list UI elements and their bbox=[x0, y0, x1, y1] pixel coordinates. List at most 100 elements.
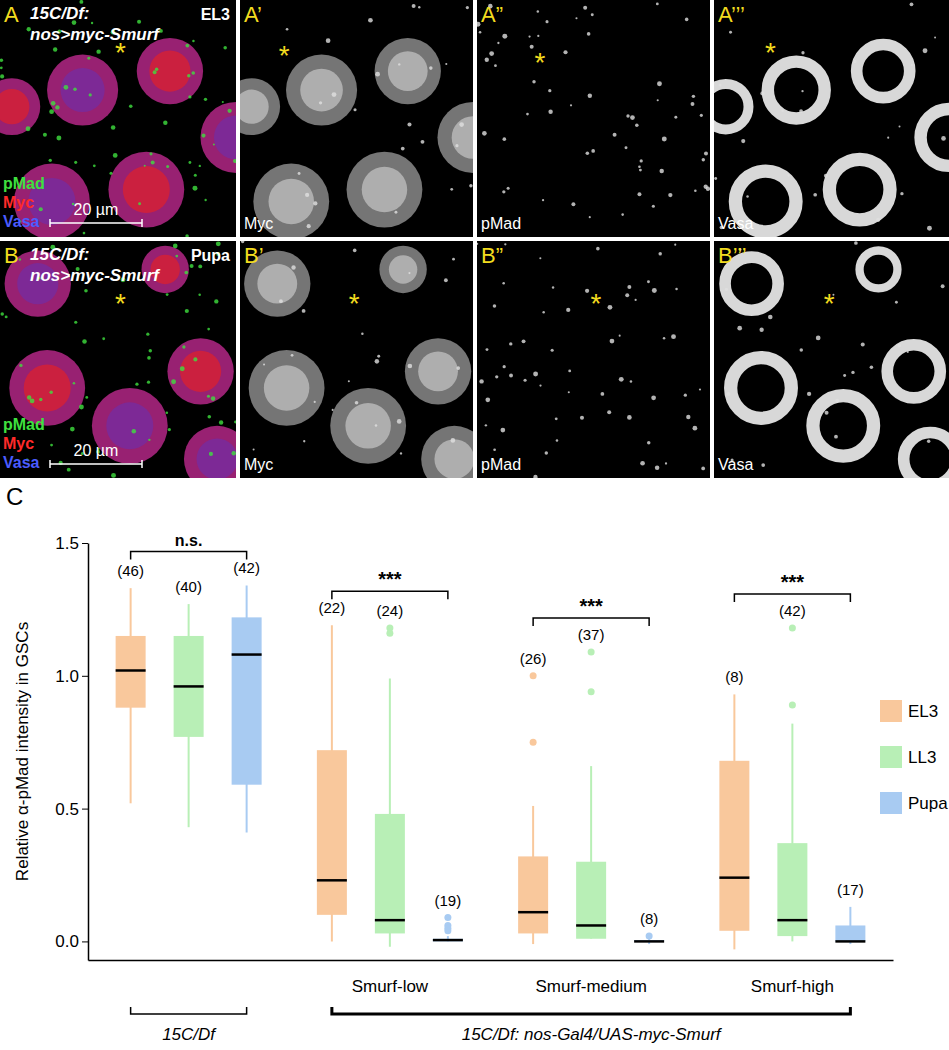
speckle bbox=[313, 201, 317, 205]
speckle bbox=[180, 366, 185, 371]
speckle bbox=[0, 312, 3, 315]
speckle bbox=[30, 399, 35, 404]
speckle bbox=[482, 131, 487, 136]
legend: EL3LL3Pupa bbox=[880, 700, 948, 814]
speckle bbox=[184, 271, 188, 275]
speckle bbox=[545, 20, 548, 23]
x-tick-label: Smurf-high bbox=[751, 977, 834, 996]
speckle bbox=[685, 18, 689, 22]
speckle bbox=[635, 299, 637, 301]
box bbox=[375, 814, 405, 934]
speckle bbox=[138, 202, 141, 205]
speckle bbox=[227, 109, 231, 113]
speckle bbox=[159, 29, 163, 33]
speckle bbox=[493, 448, 496, 451]
genotype: nos>myc-Smurf bbox=[30, 266, 161, 285]
micrograph-panel: *B”pMad bbox=[476, 241, 710, 479]
speckle bbox=[147, 381, 150, 384]
significance-bracket bbox=[533, 618, 649, 626]
median bbox=[433, 939, 463, 942]
speckle bbox=[607, 410, 611, 414]
annotations: (46)(22)(26)(8)(40)(24)(37)(42)(42)(19)(… bbox=[117, 532, 863, 1044]
series-boxes bbox=[116, 588, 750, 949]
speckle bbox=[539, 257, 541, 259]
cell bbox=[405, 338, 471, 404]
speckle bbox=[659, 169, 663, 173]
speckle bbox=[635, 124, 639, 128]
speckle bbox=[412, 4, 416, 8]
speckle bbox=[665, 462, 667, 464]
speckle bbox=[149, 349, 152, 352]
speckle bbox=[211, 396, 216, 401]
speckle bbox=[675, 288, 678, 291]
outlier bbox=[444, 927, 451, 934]
speckle bbox=[209, 452, 213, 456]
speckle bbox=[825, 411, 829, 415]
speckle bbox=[429, 66, 433, 70]
speckle bbox=[625, 146, 628, 149]
speckle bbox=[899, 126, 901, 128]
speckle bbox=[87, 57, 90, 60]
speckle bbox=[539, 384, 541, 386]
scale-bar bbox=[50, 219, 142, 227]
speckle bbox=[545, 451, 548, 454]
speckle bbox=[64, 85, 69, 90]
box bbox=[174, 636, 204, 737]
speckle bbox=[39, 207, 43, 211]
cell-nucleus bbox=[300, 69, 343, 112]
speckle bbox=[843, 374, 846, 377]
speckle bbox=[596, 247, 600, 251]
speckle bbox=[168, 428, 171, 431]
speckle bbox=[719, 84, 722, 87]
speckle bbox=[591, 13, 594, 16]
speckle bbox=[109, 172, 112, 175]
x-tick-label: Smurf-medium bbox=[535, 977, 646, 996]
speckle bbox=[895, 301, 898, 304]
speckle bbox=[537, 35, 539, 37]
cell bbox=[857, 45, 910, 98]
speckle bbox=[0, 58, 3, 62]
speckle bbox=[807, 392, 811, 396]
image-content bbox=[477, 243, 705, 478]
cell bbox=[108, 152, 184, 228]
speckle bbox=[459, 122, 464, 127]
speckle bbox=[555, 417, 558, 420]
speckle bbox=[671, 334, 676, 339]
figure: *A15C/Df:nos>myc-SmurfEL3pMadMycVasa20 µ… bbox=[0, 0, 949, 1050]
micrograph-panel: *A15C/Df:nos>myc-SmurfEL3pMadMycVasa20 µ… bbox=[0, 0, 272, 239]
panel-letter: B’ bbox=[244, 243, 264, 268]
box bbox=[634, 940, 664, 941]
scale-bar bbox=[50, 460, 142, 468]
speckle bbox=[854, 241, 858, 245]
speckle bbox=[640, 159, 643, 162]
speckle bbox=[455, 144, 458, 147]
speckle bbox=[741, 139, 745, 143]
cell bbox=[768, 62, 825, 119]
speckle bbox=[53, 47, 57, 51]
speckle bbox=[421, 140, 425, 144]
speckle bbox=[401, 147, 405, 151]
legend-label: LL3 bbox=[908, 748, 936, 767]
cell bbox=[421, 426, 473, 478]
speckle bbox=[637, 192, 641, 196]
y-axis-title: Relative α-pMad intensity in GSCs bbox=[13, 622, 32, 881]
box bbox=[576, 862, 606, 939]
micrograph-panel: *B’Myc bbox=[240, 240, 488, 492]
micrograph-panel: *A’Myc bbox=[223, 0, 508, 239]
speckle bbox=[533, 372, 538, 377]
n-label: (17) bbox=[837, 881, 864, 898]
median bbox=[777, 919, 807, 922]
speckle bbox=[466, 6, 469, 9]
cell bbox=[167, 338, 233, 404]
speckle bbox=[627, 285, 631, 289]
group-label: 15C/Df: nos-Gal4/UAS-myc-Smurf bbox=[462, 1025, 723, 1044]
y-tick-mark bbox=[82, 941, 88, 942]
speckle bbox=[686, 415, 690, 419]
speckle bbox=[51, 101, 56, 106]
speckle bbox=[151, 160, 155, 164]
speckle bbox=[542, 311, 544, 313]
speckle bbox=[394, 211, 397, 214]
speckle bbox=[452, 258, 455, 261]
speckle bbox=[89, 93, 92, 96]
speckle bbox=[699, 388, 701, 390]
